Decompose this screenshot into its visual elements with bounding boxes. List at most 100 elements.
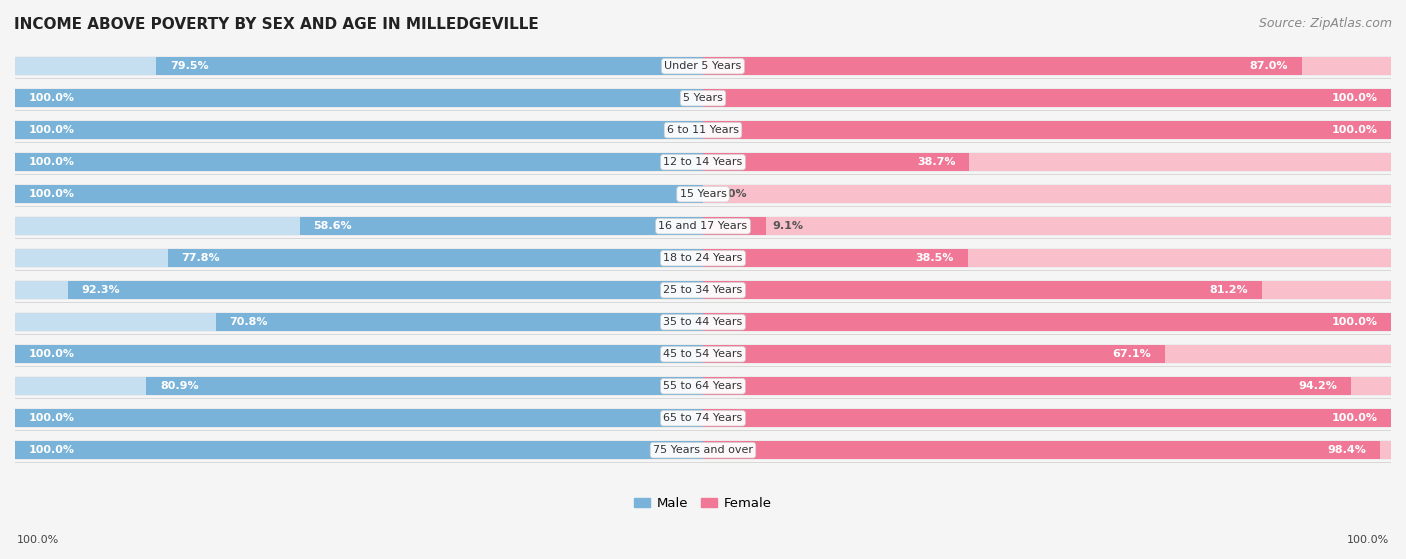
Bar — [703, 249, 1391, 267]
Bar — [15, 58, 703, 75]
Text: 100.0%: 100.0% — [28, 93, 75, 103]
Bar — [15, 89, 1391, 107]
Text: 70.8%: 70.8% — [229, 317, 269, 327]
Text: 5 Years: 5 Years — [683, 93, 723, 103]
Text: 94.2%: 94.2% — [1299, 381, 1337, 391]
Text: 9.1%: 9.1% — [772, 221, 803, 231]
Text: 92.3%: 92.3% — [82, 285, 121, 295]
Text: 58.6%: 58.6% — [314, 221, 353, 231]
Bar — [703, 217, 766, 235]
Bar — [703, 217, 1391, 235]
Bar — [15, 409, 1391, 427]
Bar — [703, 377, 1351, 395]
Bar — [15, 442, 703, 459]
Text: 12 to 14 Years: 12 to 14 Years — [664, 157, 742, 167]
Bar — [15, 217, 1391, 235]
Text: 100.0%: 100.0% — [28, 413, 75, 423]
Text: 79.5%: 79.5% — [170, 61, 208, 71]
Text: 100.0%: 100.0% — [28, 125, 75, 135]
Bar — [15, 409, 703, 427]
Text: 100.0%: 100.0% — [28, 349, 75, 359]
Legend: Male, Female: Male, Female — [628, 491, 778, 515]
Text: 100.0%: 100.0% — [1331, 93, 1378, 103]
Text: 100.0%: 100.0% — [17, 535, 59, 545]
Bar — [15, 153, 703, 171]
Bar — [15, 153, 1391, 171]
Bar — [15, 249, 703, 267]
Bar — [67, 281, 703, 299]
Bar — [15, 442, 703, 459]
Text: 6 to 11 Years: 6 to 11 Years — [666, 125, 740, 135]
Bar — [15, 89, 703, 107]
Bar — [15, 442, 1391, 459]
Text: 18 to 24 Years: 18 to 24 Years — [664, 253, 742, 263]
Text: 35 to 44 Years: 35 to 44 Years — [664, 317, 742, 327]
Bar — [703, 58, 1391, 75]
Bar — [703, 249, 967, 267]
Bar — [167, 249, 703, 267]
Bar — [15, 249, 1391, 267]
Text: 38.5%: 38.5% — [915, 253, 955, 263]
Bar — [703, 121, 1391, 139]
Bar — [703, 442, 1391, 459]
Text: 100.0%: 100.0% — [28, 189, 75, 199]
Text: 100.0%: 100.0% — [28, 445, 75, 455]
Text: 98.4%: 98.4% — [1327, 445, 1367, 455]
Bar — [146, 377, 703, 395]
Text: 15 Years: 15 Years — [679, 189, 727, 199]
Bar — [15, 186, 703, 203]
Bar — [703, 89, 1391, 107]
Bar — [703, 377, 1391, 395]
Bar — [15, 217, 703, 235]
Text: 0.0%: 0.0% — [717, 189, 748, 199]
Text: 100.0%: 100.0% — [1347, 535, 1389, 545]
Text: INCOME ABOVE POVERTY BY SEX AND AGE IN MILLEDGEVILLE: INCOME ABOVE POVERTY BY SEX AND AGE IN M… — [14, 17, 538, 32]
Bar — [703, 409, 1391, 427]
Text: 100.0%: 100.0% — [1331, 317, 1378, 327]
Text: 100.0%: 100.0% — [1331, 413, 1378, 423]
Bar — [703, 186, 1391, 203]
Text: 65 to 74 Years: 65 to 74 Years — [664, 413, 742, 423]
Bar — [703, 409, 1391, 427]
Bar — [703, 89, 1391, 107]
Text: 25 to 34 Years: 25 to 34 Years — [664, 285, 742, 295]
Bar — [703, 281, 1261, 299]
Text: Source: ZipAtlas.com: Source: ZipAtlas.com — [1258, 17, 1392, 30]
Bar — [15, 89, 703, 107]
Text: 81.2%: 81.2% — [1209, 285, 1249, 295]
Text: Under 5 Years: Under 5 Years — [665, 61, 741, 71]
Text: 38.7%: 38.7% — [917, 157, 956, 167]
Bar — [15, 121, 703, 139]
Bar — [15, 186, 703, 203]
Bar — [703, 442, 1381, 459]
Bar — [15, 314, 703, 331]
Text: 77.8%: 77.8% — [181, 253, 221, 263]
Bar — [703, 121, 1391, 139]
Bar — [15, 345, 703, 363]
Bar — [156, 58, 703, 75]
Text: 45 to 54 Years: 45 to 54 Years — [664, 349, 742, 359]
Text: 100.0%: 100.0% — [28, 157, 75, 167]
Bar — [15, 281, 703, 299]
Text: 67.1%: 67.1% — [1112, 349, 1152, 359]
Bar — [15, 345, 1391, 363]
Bar — [15, 58, 1391, 75]
Bar — [703, 58, 1302, 75]
Text: 55 to 64 Years: 55 to 64 Years — [664, 381, 742, 391]
Bar — [703, 314, 1391, 331]
Bar — [703, 314, 1391, 331]
Text: 75 Years and over: 75 Years and over — [652, 445, 754, 455]
Bar — [15, 186, 1391, 203]
Bar — [15, 314, 1391, 331]
Bar — [15, 377, 703, 395]
Bar — [703, 281, 1391, 299]
Bar — [15, 345, 703, 363]
Bar — [15, 121, 703, 139]
Bar — [217, 314, 703, 331]
Bar — [15, 409, 703, 427]
Bar — [15, 377, 1391, 395]
Bar — [15, 153, 703, 171]
Text: 80.9%: 80.9% — [160, 381, 198, 391]
Bar — [15, 281, 1391, 299]
Text: 16 and 17 Years: 16 and 17 Years — [658, 221, 748, 231]
